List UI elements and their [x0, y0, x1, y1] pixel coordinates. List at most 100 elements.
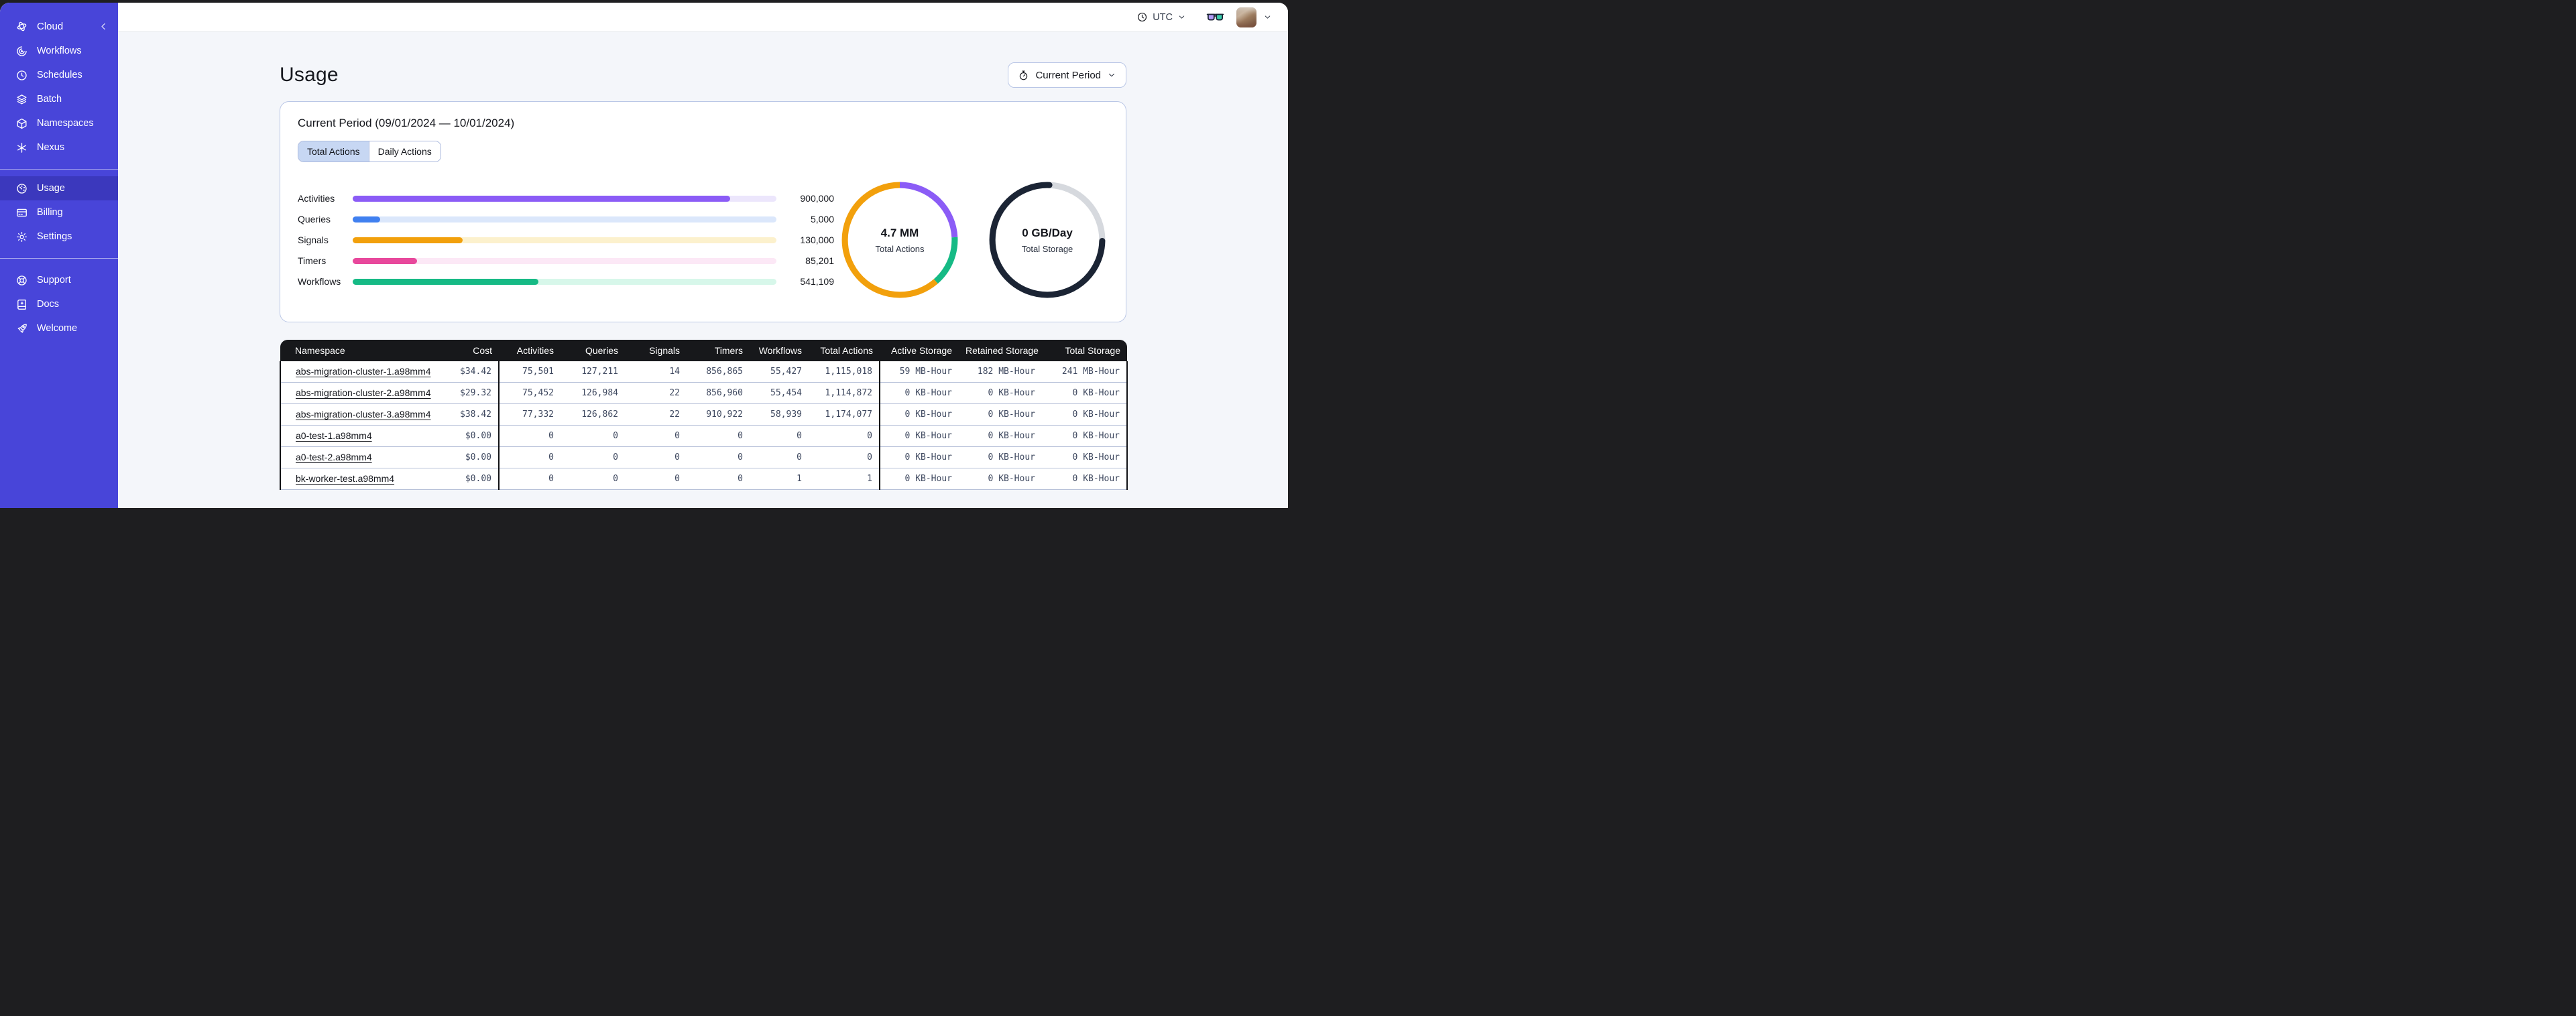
cell-activities: 75,501: [498, 361, 561, 383]
cell-active-storage: 59 MB-Hour: [879, 361, 959, 383]
table-row: abs-migration-cluster-1.a98mm4 $34.42 75,5…: [280, 361, 1128, 383]
cell-retained-storage: 0 KB-Hour: [959, 382, 1042, 404]
cell-activities: 0: [498, 468, 561, 490]
cell-queries: 0: [561, 446, 625, 468]
cell-signals: 22: [625, 382, 687, 404]
bar-track: [353, 257, 776, 264]
cell-activities: 0: [498, 446, 561, 468]
sidebar-item-nexus[interactable]: Nexus: [0, 135, 118, 160]
cell-retained-storage: 0 KB-Hour: [959, 425, 1042, 447]
cell-queries: 127,211: [561, 361, 625, 383]
namespace-link[interactable]: bk-worker-test.a98mm4: [296, 472, 395, 484]
cell-cost: $38.42: [448, 403, 499, 426]
sidebar-item-batch[interactable]: Batch: [0, 87, 118, 111]
namespace-link[interactable]: abs-migration-cluster-3.a98mm4: [296, 408, 431, 420]
sidebar-item-label: Welcome: [37, 323, 78, 334]
cell-active-storage: 0 KB-Hour: [879, 403, 959, 426]
cell-signals: 0: [625, 468, 687, 490]
stopwatch-icon: [1018, 70, 1029, 81]
brand-label: Cloud: [37, 20, 64, 32]
cell-active-storage: 0 KB-Hour: [879, 382, 959, 404]
cell-active-storage: 0 KB-Hour: [879, 468, 959, 490]
batch-icon: [15, 93, 28, 106]
sidebar-item-usage[interactable]: Usage: [0, 176, 118, 200]
cell-total-actions: 1: [809, 468, 880, 490]
sidebar-item-schedules[interactable]: Schedules: [0, 63, 118, 87]
tab-daily-actions[interactable]: Daily Actions: [368, 141, 441, 162]
cell-workflows: 55,454: [750, 382, 809, 404]
cell-signals: 22: [625, 403, 687, 426]
sidebar-item-workflows[interactable]: Workflows: [0, 39, 118, 63]
chevron-down-icon[interactable]: [1263, 13, 1272, 21]
sidebar-brand[interactable]: Cloud: [0, 13, 118, 39]
cell-total-actions: 1,174,077: [809, 403, 880, 426]
cell-total-storage: 241 MB-Hour: [1042, 361, 1128, 383]
table-row: a0-test-2.a98mm4 $0.00 0 0 0 0 0 0 0 KB-Hour 0 KB…: [280, 446, 1128, 468]
cell-total-storage: 0 KB-Hour: [1042, 382, 1128, 404]
donut-label: Total Actions: [875, 243, 925, 254]
cell-workflows: 55,427: [750, 361, 809, 383]
namespace-cell: a0-test-1.a98mm4: [280, 425, 448, 447]
col-retained-storage: Retained Storage: [959, 340, 1042, 361]
glasses-icon[interactable]: [1206, 11, 1224, 24]
cell-retained-storage: 0 KB-Hour: [959, 403, 1042, 426]
cell-cost: $0.00: [448, 425, 499, 447]
table-row: bk-worker-test.a98mm4 $0.00 0 0 0 0 1 1 0 KB-Hou…: [280, 468, 1128, 490]
sidebar-item-settings[interactable]: Settings: [0, 225, 118, 249]
sidebar-divider: [0, 169, 118, 170]
welcome-icon: [15, 322, 28, 335]
col-namespace: Namespace: [280, 340, 448, 361]
usage-bar-timers: Timers 85,201: [298, 255, 834, 267]
namespace-link[interactable]: a0-test-1.a98mm4: [296, 430, 372, 441]
sidebar-item-namespaces[interactable]: Namespaces: [0, 111, 118, 135]
bar-track: [353, 237, 776, 243]
usage-donuts: 4.7 MM Total Actions 0 GB/Day Total Stor…: [839, 179, 1108, 301]
cell-retained-storage: 0 KB-Hour: [959, 446, 1042, 468]
sidebar-item-label: Schedules: [37, 70, 82, 80]
cell-total-actions: 1,115,018: [809, 361, 880, 383]
avatar[interactable]: [1236, 7, 1256, 27]
usage-bar-workflows: Workflows 541,109: [298, 275, 834, 288]
sidebar-item-docs[interactable]: Docs: [0, 292, 118, 316]
period-selector-button[interactable]: Current Period: [1008, 62, 1126, 88]
sidebar-item-label: Docs: [37, 299, 60, 310]
bar-track: [353, 278, 776, 285]
cell-active-storage: 0 KB-Hour: [879, 446, 959, 468]
cell-cost: $0.00: [448, 468, 499, 490]
table-header-row: Namespace Cost Activities Queries Signal…: [280, 340, 1127, 361]
cell-total-actions: 0: [809, 425, 880, 447]
bar-label: Workflows: [298, 276, 341, 287]
bar-fill: [353, 257, 418, 264]
card-title: Current Period (09/01/2024 — 10/01/2024): [298, 117, 515, 129]
namespaces-icon: [15, 117, 28, 130]
cell-timers: 0: [687, 425, 750, 447]
sidebar-item-billing[interactable]: Billing: [0, 200, 118, 225]
cell-total-storage: 0 KB-Hour: [1042, 403, 1128, 426]
bar-fill: [353, 278, 538, 285]
usage-bar-signals: Signals 130,000: [298, 234, 834, 246]
cell-signals: 0: [625, 446, 687, 468]
namespace-link[interactable]: a0-test-2.a98mm4: [296, 451, 372, 462]
col-workflows: Workflows: [750, 340, 809, 361]
timezone-selector[interactable]: UTC: [1136, 11, 1186, 23]
sidebar-item-support[interactable]: Support: [0, 268, 118, 292]
cell-queries: 0: [561, 425, 625, 447]
billing-icon: [15, 206, 28, 219]
col-signals: Signals: [625, 340, 687, 361]
total-storage-donut: 0 GB/Day Total Storage: [986, 179, 1108, 301]
cell-workflows: 0: [750, 446, 809, 468]
cell-workflows: 0: [750, 425, 809, 447]
cell-timers: 0: [687, 468, 750, 490]
cell-cost: $29.32: [448, 382, 499, 404]
sidebar-item-welcome[interactable]: Welcome: [0, 316, 118, 340]
namespace-link[interactable]: abs-migration-cluster-1.a98mm4: [296, 365, 431, 377]
cell-timers: 856,865: [687, 361, 750, 383]
donut-value: 4.7 MM: [880, 226, 919, 239]
bar-fill: [353, 216, 381, 223]
tab-total-actions[interactable]: Total Actions: [298, 141, 369, 162]
cell-cost: $34.42: [448, 361, 499, 383]
namespace-link[interactable]: abs-migration-cluster-2.a98mm4: [296, 387, 431, 398]
chevron-left-icon[interactable]: [99, 21, 109, 31]
app-window: Cloud Workflows Schedules Batch Namespaces N…: [0, 3, 1288, 508]
bar-label: Activities: [298, 193, 335, 204]
